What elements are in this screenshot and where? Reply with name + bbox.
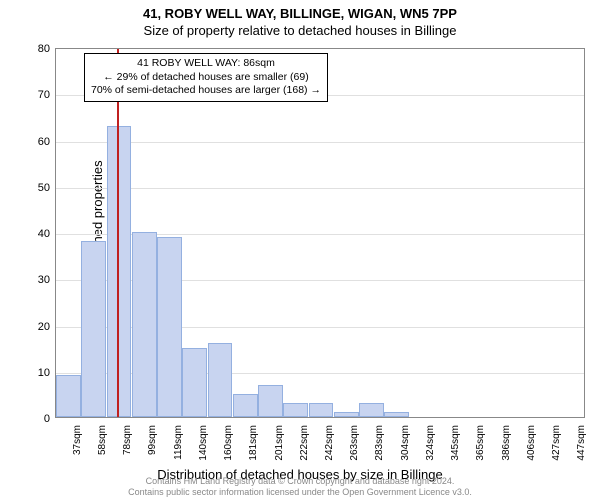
- x-tick-label: 427sqm: [551, 421, 562, 461]
- y-tick-label: 70: [38, 89, 56, 101]
- annotation-box: 41 ROBY WELL WAY: 86sqm ← 29% of detache…: [84, 53, 328, 102]
- x-tick-label: 58sqm: [97, 421, 108, 455]
- footer-line-2: Contains public sector information licen…: [0, 487, 600, 498]
- histogram-bar: [208, 343, 233, 417]
- chart-title-main: 41, ROBY WELL WAY, BILLINGE, WIGAN, WN5 …: [0, 0, 600, 21]
- chart-plot-area: 0102030405060708037sqm58sqm78sqm99sqm119…: [55, 48, 585, 418]
- y-tick-label: 60: [38, 136, 56, 148]
- histogram-bar: [157, 237, 182, 417]
- x-tick-label: 181sqm: [248, 421, 259, 461]
- x-tick-label: 365sqm: [475, 421, 486, 461]
- x-tick-label: 140sqm: [198, 421, 209, 461]
- histogram-bar: [334, 412, 359, 417]
- x-tick-label: 78sqm: [122, 421, 133, 455]
- gridline-h: [56, 188, 584, 189]
- x-tick-label: 447sqm: [576, 421, 587, 461]
- annotation-line-3: 70% of semi-detached houses are larger (…: [91, 84, 321, 98]
- x-tick-label: 201sqm: [274, 421, 285, 461]
- histogram-bar: [384, 412, 409, 417]
- histogram-bar: [309, 403, 334, 417]
- y-tick-label: 30: [38, 274, 56, 286]
- histogram-bar: [258, 385, 283, 417]
- x-tick-label: 304sqm: [400, 421, 411, 461]
- histogram-bar: [359, 403, 384, 417]
- y-tick-label: 0: [44, 413, 56, 425]
- x-tick-label: 160sqm: [223, 421, 234, 461]
- histogram-bar: [107, 126, 132, 417]
- x-tick-label: 99sqm: [147, 421, 158, 455]
- y-tick-label: 50: [38, 182, 56, 194]
- x-tick-label: 37sqm: [72, 421, 83, 455]
- x-tick-label: 242sqm: [324, 421, 335, 461]
- y-tick-label: 10: [38, 367, 56, 379]
- gridline-h: [56, 142, 584, 143]
- chart-title-sub: Size of property relative to detached ho…: [0, 21, 600, 38]
- x-tick-label: 283sqm: [374, 421, 385, 461]
- x-tick-label: 324sqm: [425, 421, 436, 461]
- footer-line-1: Contains HM Land Registry data © Crown c…: [0, 476, 600, 487]
- histogram-bar: [81, 241, 106, 417]
- x-tick-label: 263sqm: [349, 421, 360, 461]
- histogram-bar: [182, 348, 207, 417]
- chart-footer: Contains HM Land Registry data © Crown c…: [0, 476, 600, 498]
- histogram-bar: [56, 375, 81, 417]
- annotation-line-2: ← 29% of detached houses are smaller (69…: [91, 71, 321, 85]
- property-marker-line: [117, 49, 119, 417]
- histogram-bar: [283, 403, 308, 417]
- x-tick-label: 386sqm: [501, 421, 512, 461]
- x-tick-label: 119sqm: [173, 421, 184, 460]
- y-tick-label: 40: [38, 228, 56, 240]
- y-tick-label: 80: [38, 43, 56, 55]
- x-tick-label: 222sqm: [299, 421, 310, 461]
- histogram-bar: [132, 232, 157, 417]
- histogram-bar: [233, 394, 258, 417]
- x-tick-label: 345sqm: [450, 421, 461, 461]
- y-tick-label: 20: [38, 321, 56, 333]
- x-tick-label: 406sqm: [526, 421, 537, 461]
- annotation-line-1: 41 ROBY WELL WAY: 86sqm: [91, 57, 321, 71]
